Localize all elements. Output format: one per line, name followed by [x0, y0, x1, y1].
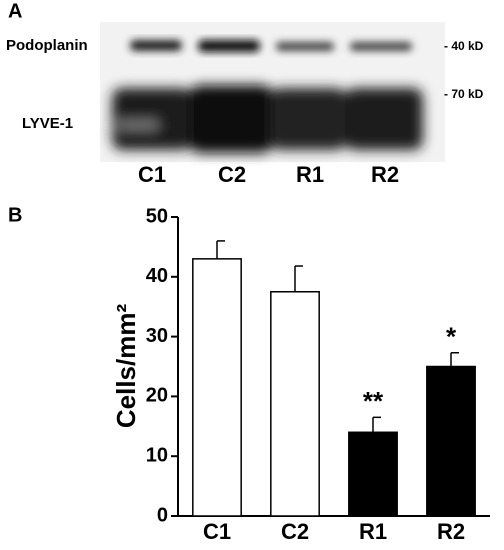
marker-label: - 40 kD: [444, 39, 484, 53]
x-tick-label: C1: [203, 519, 231, 544]
blot: [100, 22, 445, 162]
x-tick-label: C2: [281, 519, 309, 544]
band-label: Podoplanin: [6, 37, 88, 54]
y-tick-label: 50: [146, 205, 168, 227]
band-label: LYVE-1: [22, 115, 73, 132]
x-tick-label: R1: [359, 519, 387, 544]
lane-label: R1: [296, 162, 324, 187]
y-tick-label: 10: [146, 444, 168, 466]
lane-label: R2: [371, 162, 399, 187]
y-tick-label: 40: [146, 265, 168, 287]
y-axis-label: Cells/mm²: [111, 304, 141, 429]
y-tick-label: 0: [157, 504, 168, 526]
bar: [270, 291, 320, 517]
significance-label: **: [363, 386, 384, 416]
significance-label: *: [446, 322, 457, 352]
marker-label: - 70 kD: [444, 87, 484, 101]
bar: [348, 431, 398, 517]
panel-label: B: [8, 204, 22, 226]
bar: [426, 365, 476, 517]
y-tick-label: 20: [146, 385, 168, 407]
lane-label: C1: [138, 162, 166, 187]
lane-label: C2: [218, 162, 246, 187]
x-tick-label: R2: [437, 519, 465, 544]
y-tick-label: 30: [146, 325, 168, 347]
panel-label: A: [8, 0, 22, 22]
bar: [192, 258, 242, 517]
